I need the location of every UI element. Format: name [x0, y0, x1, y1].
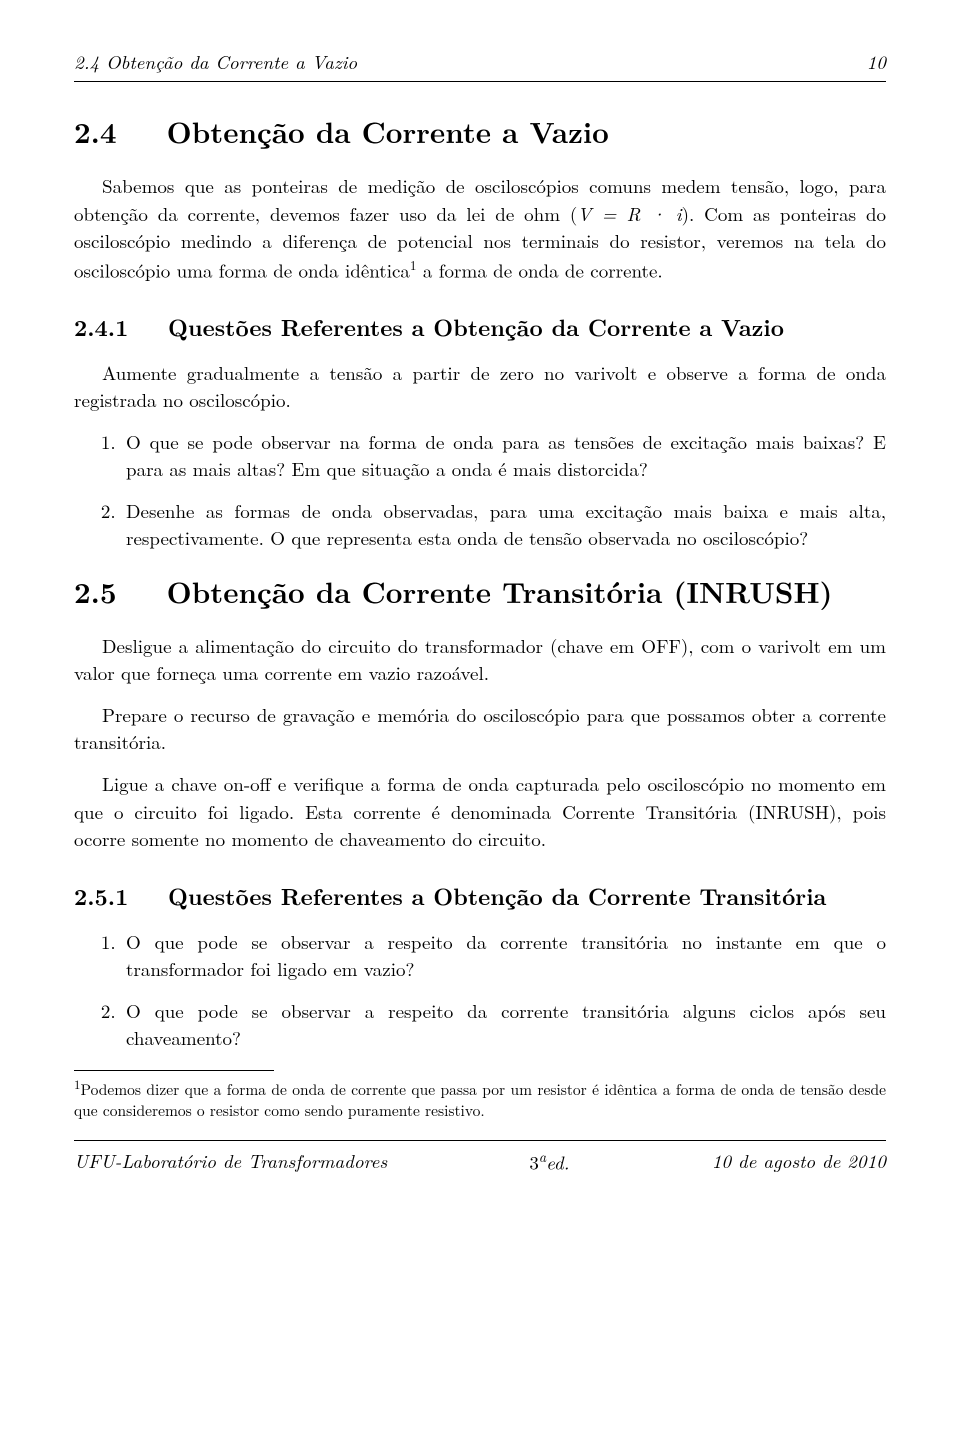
subsection-number: 2.5.1: [74, 879, 128, 912]
section-2-5-paragraph-1: Desligue a alimentação do circuito do tr…: [74, 632, 886, 687]
subsection-title: Questões Referentes a Obtenção da Corren…: [168, 310, 784, 343]
subsection-title: Questões Referentes a Obtenção da Corren…: [168, 879, 826, 912]
footnote-rule: [74, 1070, 274, 1071]
footer-right: 10 de agosto de 2010: [712, 1147, 886, 1175]
section-2-5-heading: 2.5 Obtenção da Corrente Transitória (IN…: [74, 570, 886, 612]
header-rule: [74, 81, 886, 82]
footer-rule: [74, 1140, 886, 1141]
section-2-5-1-heading: 2.5.1 Questões Referentes a Obtenção da …: [74, 879, 886, 912]
text-fragment: 3: [529, 1148, 539, 1175]
question-item: O que se pode observar na forma de onda …: [122, 428, 886, 483]
running-footer: UFU-Laboratório de Transformadores 3aed.…: [74, 1147, 886, 1175]
header-page-number: 10: [867, 48, 886, 75]
footnote-text: Podemos dizer que a forma de onda de cor…: [74, 1079, 886, 1121]
section-2-4-1-heading: 2.4.1 Questões Referentes a Obtenção da …: [74, 310, 886, 343]
running-header: 2.4 Obtenção da Corrente a Vazio 10: [74, 48, 886, 75]
section-title: Obtenção da Corrente Transitória (INRUSH…: [167, 570, 833, 612]
question-item: O que pode se observar a respeito da cor…: [122, 928, 886, 983]
question-item: O que pode se observar a respeito da cor…: [122, 997, 886, 1052]
section-number: 2.4: [74, 110, 117, 152]
footnote-ref: 1: [410, 255, 417, 274]
footer-center: 3aed.: [529, 1147, 569, 1175]
section-2-4-1-questions: O que se pode observar na forma de onda …: [74, 428, 886, 552]
section-title: Obtenção da Corrente a Vazio: [167, 110, 609, 152]
section-2-4-heading: 2.4 Obtenção da Corrente a Vazio: [74, 110, 886, 152]
text-fragment: ed.: [546, 1148, 569, 1175]
section-2-5-paragraph-2: Prepare o recurso de gravação e memória …: [74, 701, 886, 756]
footer-left: UFU-Laboratório de Transformadores: [74, 1147, 387, 1175]
footnote: 1Podemos dizer que a forma de onda de co…: [74, 1075, 886, 1122]
subsection-number: 2.4.1: [74, 310, 128, 343]
section-2-4-paragraph: Sabemos que as ponteiras de medição de o…: [74, 172, 886, 284]
question-item: Desenhe as formas de onda observadas, pa…: [122, 497, 886, 552]
header-left: 2.4 Obtenção da Corrente a Vazio: [74, 48, 357, 75]
section-2-4-1-paragraph: Aumente gradualmente a tensão a partir d…: [74, 359, 886, 414]
inline-equation: V = R · i: [577, 200, 681, 227]
section-number: 2.5: [74, 570, 117, 612]
page: 2.4 Obtenção da Corrente a Vazio 10 2.4 …: [0, 0, 960, 1433]
section-2-5-1-questions: O que pode se observar a respeito da cor…: [74, 928, 886, 1052]
text-fragment: a forma de onda de corrente.: [417, 256, 663, 283]
section-2-5-paragraph-3: Ligue a chave on-off e verifique a forma…: [74, 770, 886, 853]
